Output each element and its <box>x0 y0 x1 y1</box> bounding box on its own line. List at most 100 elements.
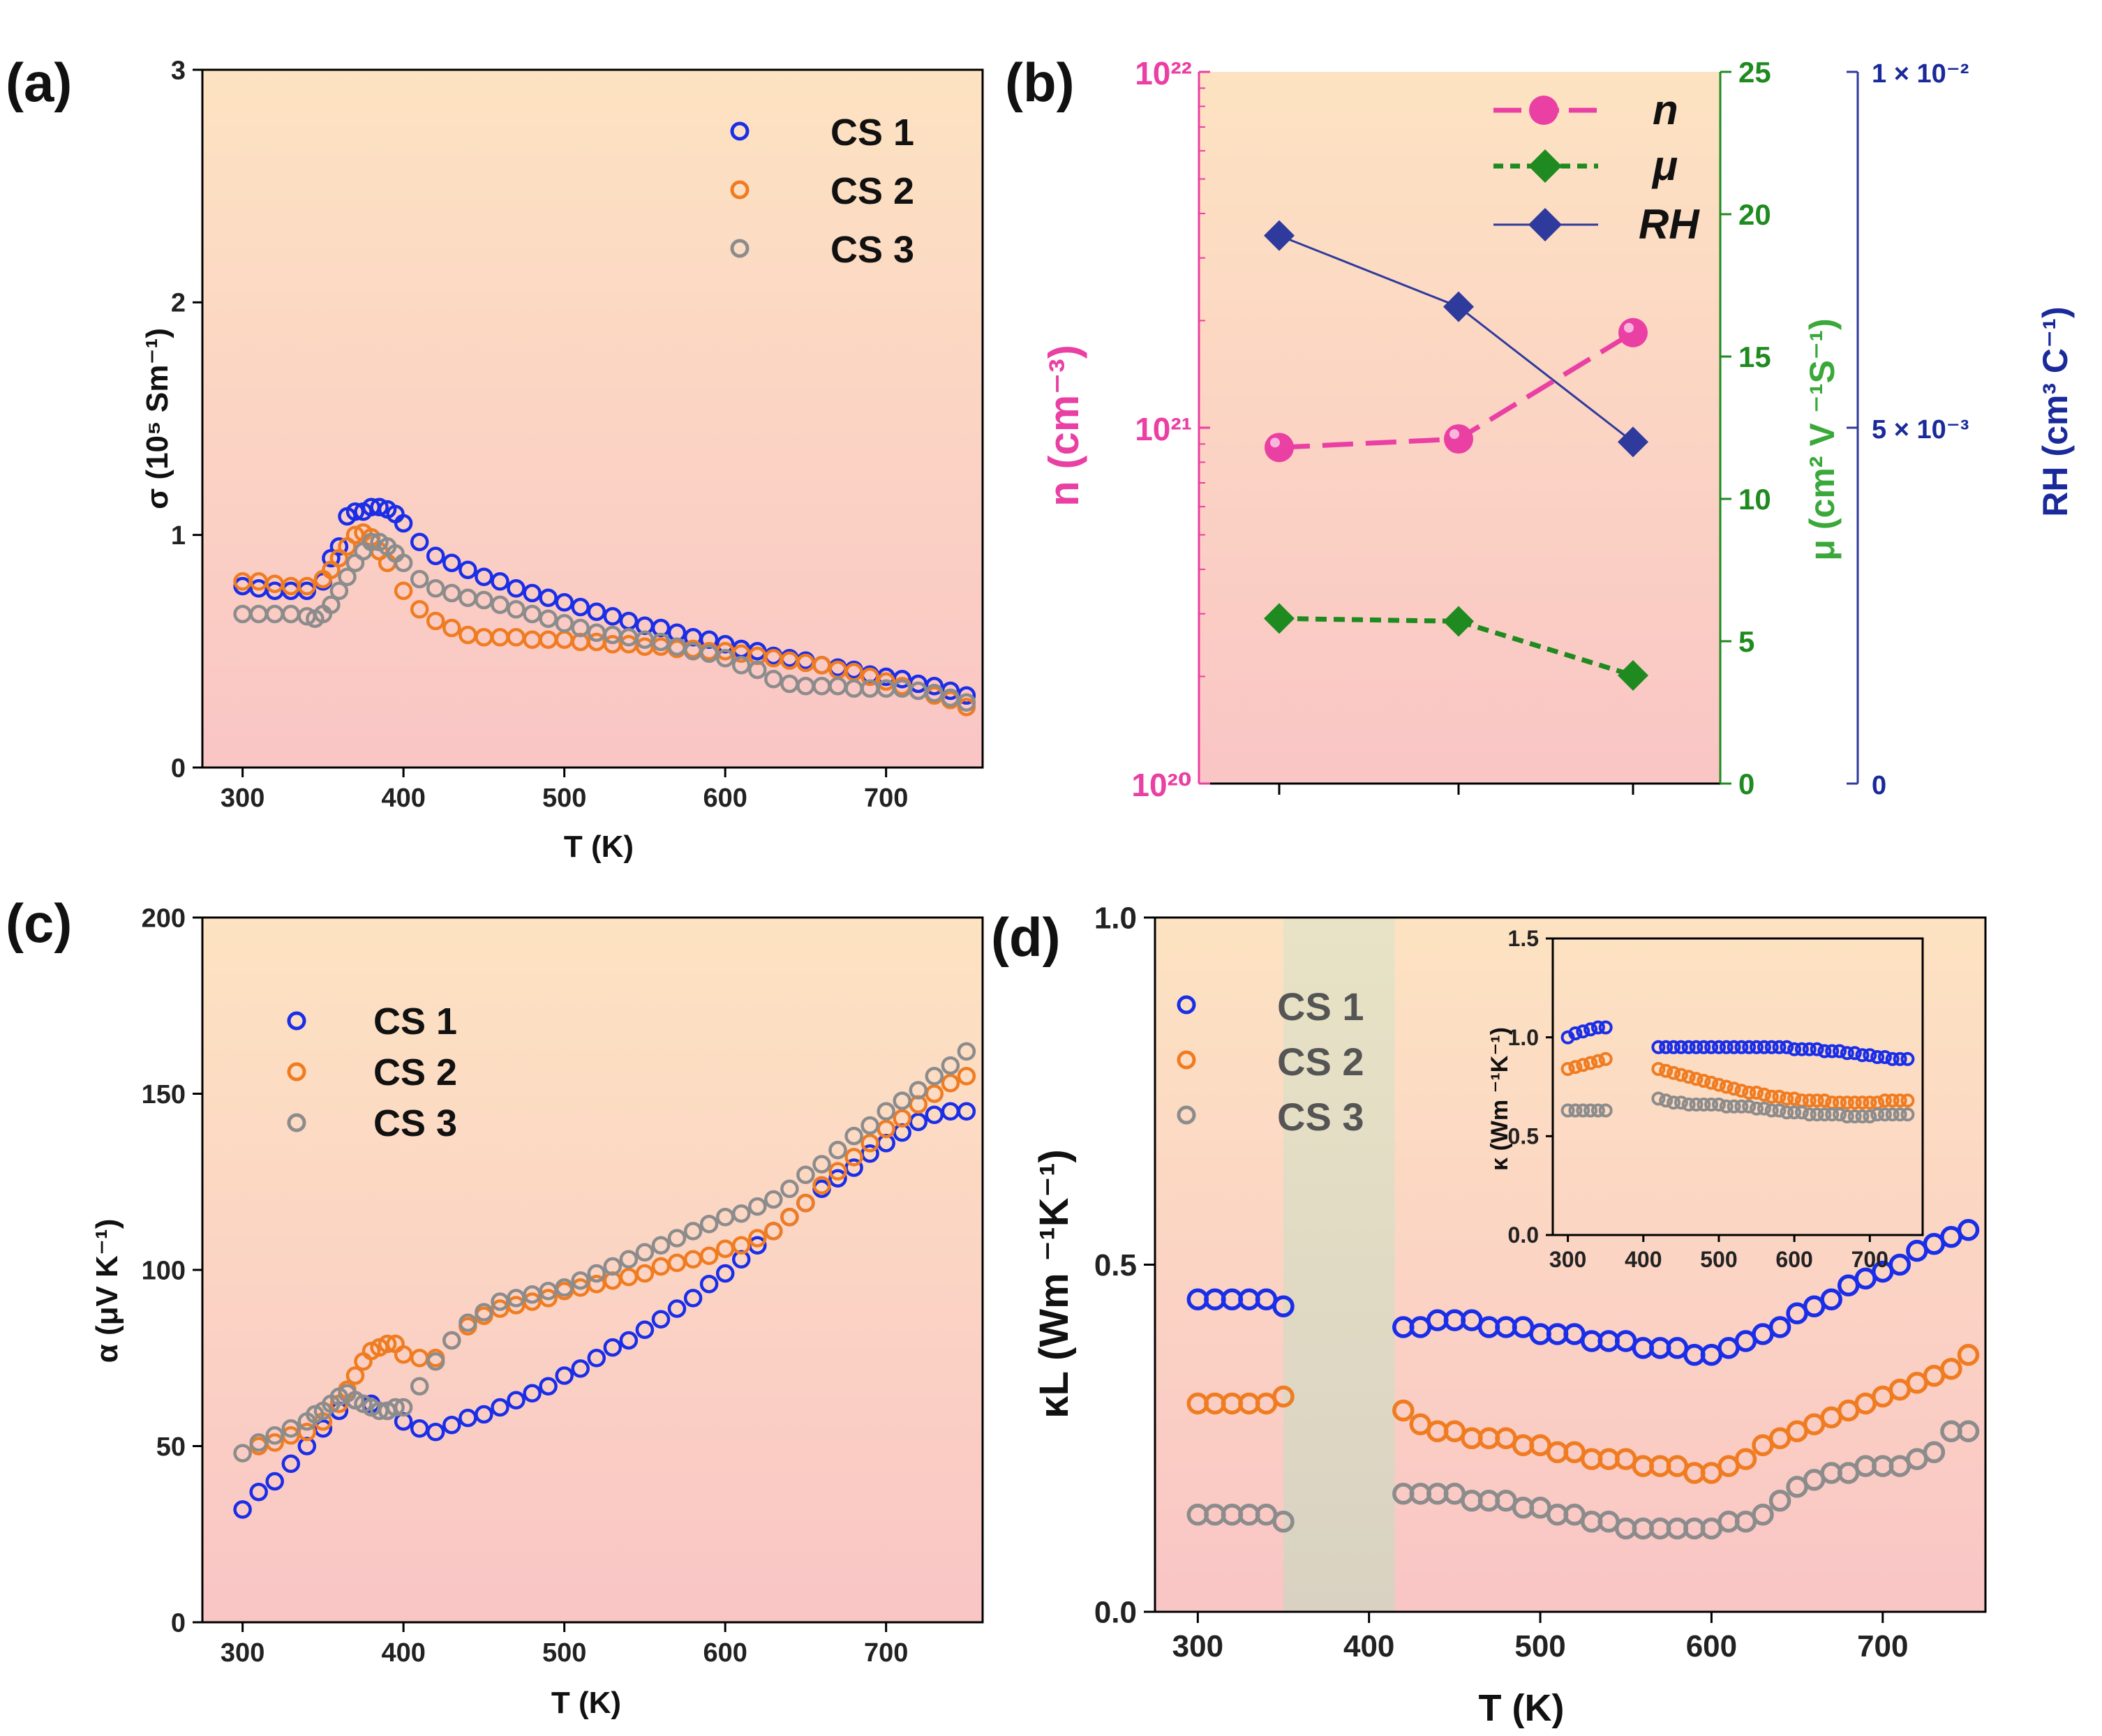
y-tick-label: 0.5 <box>1508 1124 1539 1149</box>
data-point-cs1 <box>507 1391 526 1410</box>
data-point-cs1 <box>539 1377 558 1395</box>
data-point-cs3 <box>1863 1109 1877 1123</box>
data-point-cs3 <box>683 1222 703 1241</box>
x-tick-label: 500 <box>542 1638 586 1668</box>
y-tick-label: 0.5 <box>1094 1248 1137 1282</box>
data-point-cs3 <box>410 1377 429 1395</box>
data-point-cs2 <box>1810 1093 1824 1108</box>
data-point-cs2 <box>1704 1075 1719 1090</box>
data-point-cs1 <box>1272 1295 1295 1317</box>
data-point-cs1 <box>523 583 542 603</box>
data-point-cs2 <box>1863 1095 1877 1110</box>
data-point-cs1 <box>555 593 574 612</box>
data-point-cs3 <box>1704 1098 1719 1112</box>
data-point-cs3 <box>1855 1109 1870 1123</box>
data-point-cs2 <box>1659 1063 1674 1078</box>
data-point-cs3 <box>1734 1099 1749 1114</box>
legend-label-cs3-c: CS 3 <box>373 1102 457 1144</box>
data-point-cs1 <box>1810 1042 1824 1056</box>
y-tick-label: 0 <box>171 1608 186 1638</box>
data-point-cs2 <box>1719 1079 1734 1094</box>
data-point-cs2 <box>1734 1084 1749 1098</box>
panel-label-d: (d) <box>991 906 1061 968</box>
data-point-cs3 <box>1817 1107 1832 1122</box>
data-point-cs3 <box>619 1250 639 1269</box>
data-point-cs2 <box>442 618 461 638</box>
data-point-cs1 <box>442 553 461 572</box>
data-point-cs2 <box>1689 1072 1704 1086</box>
data-point-cs3 <box>322 595 341 614</box>
data-point-cs1 <box>1659 1040 1674 1054</box>
data-point-cs1 <box>1863 1048 1877 1063</box>
data-point-cs3 <box>539 609 558 628</box>
mid-tick-label: 10 <box>1738 483 1771 516</box>
data-point-n-highlight <box>1449 429 1459 440</box>
inset-y-axis-title-d: κ (Wm ⁻¹K⁻¹) <box>1486 1027 1513 1171</box>
data-point-cs1 <box>715 1264 735 1283</box>
data-point-cs1 <box>507 579 526 598</box>
data-point-cs2 <box>1877 1093 1892 1108</box>
inset-d: 300 400 500 600 700 0.0 0.5 1.0 1.5 <box>1508 926 1924 1272</box>
data-point-cs1 <box>683 1289 703 1308</box>
x-tick-label: 700 <box>864 784 908 813</box>
data-point-cs2 <box>731 1236 751 1255</box>
data-point-cs3 <box>957 1042 976 1061</box>
legend-marker-cs3-c <box>287 1113 306 1132</box>
x-tick-label: 700 <box>864 1638 908 1668</box>
legend-marker-mu <box>1528 149 1562 183</box>
legend-marker-cs1-a <box>730 121 750 141</box>
data-point-cs2 <box>1598 1052 1613 1066</box>
series-line-mu <box>1279 615 1634 678</box>
data-point-cs2 <box>1787 1091 1802 1106</box>
data-point-cs3 <box>571 618 590 638</box>
data-point-cs2 <box>1817 1093 1832 1108</box>
data-point-cs3 <box>442 1331 461 1350</box>
data-point-cs2 <box>1847 1095 1862 1110</box>
data-point-cs3 <box>442 583 461 603</box>
data-point-cs1 <box>426 546 445 565</box>
x-tick-label: 500 <box>542 784 586 813</box>
data-point-cs3 <box>475 1303 493 1322</box>
y-tick-label: 1 <box>171 521 186 551</box>
legend-c: CS 1 CS 2 CS 3 <box>287 1001 457 1144</box>
data-point-cs3 <box>651 632 671 652</box>
data-point-cs1 <box>1576 1024 1590 1039</box>
x-tick-label: 600 <box>703 1638 747 1668</box>
legend-a: CS 1 CS 2 CS 3 <box>730 112 914 271</box>
data-point-cs2 <box>1900 1093 1915 1108</box>
y-tick-label: 3 <box>171 56 186 85</box>
legend-label-cs3-a: CS 3 <box>830 229 914 271</box>
data-point-cs2 <box>1576 1058 1590 1072</box>
legend-marker-rh <box>1528 208 1562 241</box>
panel-label-b: (b) <box>1005 52 1075 113</box>
data-point-cs3 <box>329 581 349 600</box>
x-tick-label: 400 <box>1625 1247 1662 1272</box>
x-tick-label: 500 <box>1514 1629 1565 1663</box>
data-point-cs3 <box>426 579 445 598</box>
data-point-cs1 <box>249 1482 268 1502</box>
data-point-cs1 <box>1712 1040 1726 1054</box>
data-point-cs2 <box>812 1176 831 1195</box>
data-point-cs1 <box>667 1299 687 1318</box>
data-point-cs3 <box>1923 1441 1946 1463</box>
data-point-cs3 <box>1674 1095 1688 1110</box>
data-point-cs3 <box>233 1444 252 1462</box>
data-point-cs1 <box>555 1366 574 1385</box>
y-tick-label: 0.0 <box>1094 1595 1137 1629</box>
x-tick-label: 400 <box>381 1638 425 1668</box>
data-point-cs1 <box>1817 1044 1832 1058</box>
legend-label-cs2-a: CS 2 <box>830 170 914 212</box>
panel-label-a: (a) <box>6 52 72 113</box>
data-point-cs1 <box>1651 1040 1666 1054</box>
x-tick-label: 600 <box>1775 1247 1812 1272</box>
data-point-cs2 <box>1940 1358 1962 1380</box>
plot-area-b: 10²⁰ 10²¹ 10²² 0 5 10 15 20 25 0 5 × 10⁻³ 1 × 10⁻² <box>1131 55 1969 803</box>
data-point-cs3 <box>281 1419 301 1438</box>
left-tick-label: 10²² <box>1135 55 1192 91</box>
data-point-cs2 <box>1780 1091 1794 1106</box>
data-point-cs1 <box>1825 1044 1840 1058</box>
x-tick-label: 700 <box>1851 1247 1888 1272</box>
data-point-cs3 <box>1957 1420 1980 1443</box>
data-point-cs1 <box>281 1454 301 1474</box>
data-point-cs2 <box>1590 1054 1605 1068</box>
